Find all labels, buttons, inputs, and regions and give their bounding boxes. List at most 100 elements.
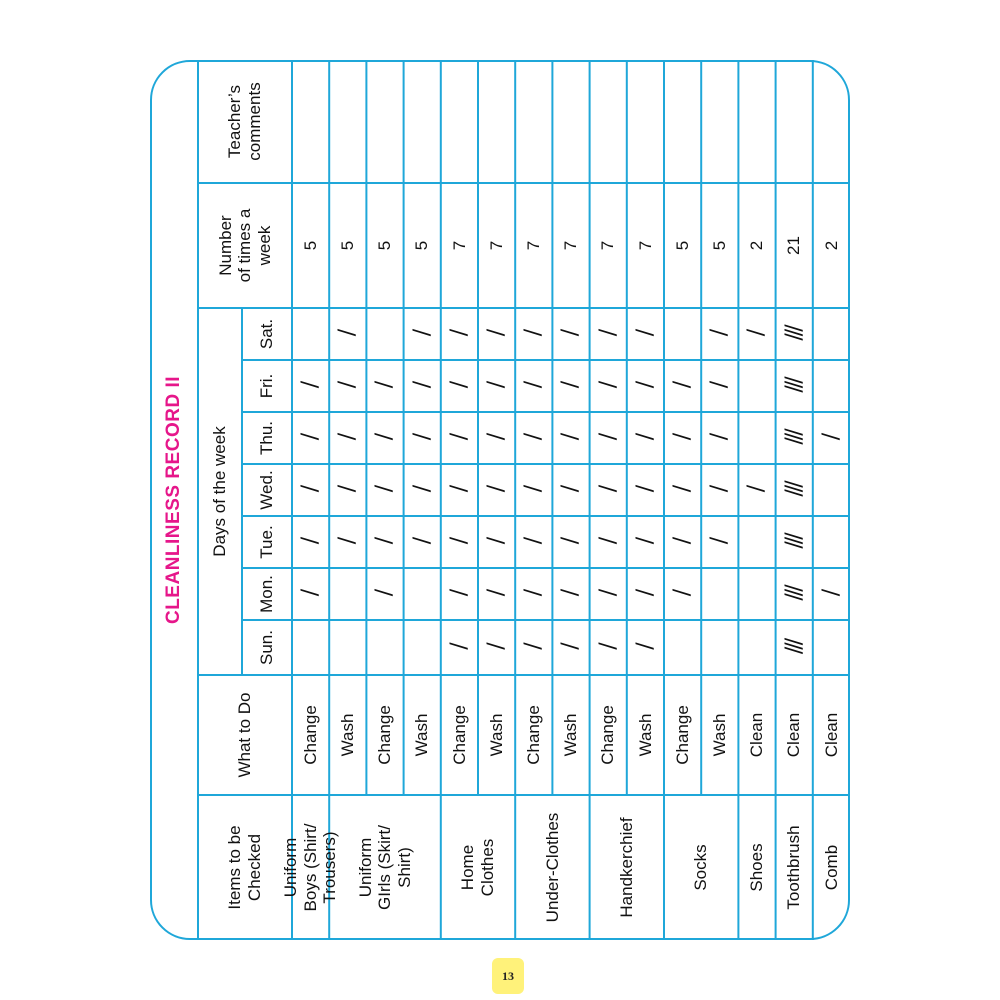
tick-mark: / bbox=[521, 591, 547, 597]
table-grid bbox=[197, 60, 850, 940]
tick-mark: / bbox=[484, 487, 510, 493]
tick-mark: / bbox=[521, 435, 547, 441]
row-times: 5 bbox=[300, 240, 320, 251]
tick-mark: / bbox=[446, 591, 472, 597]
row-times: 5 bbox=[375, 240, 395, 251]
tick-mark: / bbox=[595, 645, 621, 650]
row-action: Wash bbox=[561, 713, 581, 757]
tick-mark: /// bbox=[781, 587, 807, 601]
row-action: Wash bbox=[486, 713, 506, 757]
tick-mark: / bbox=[298, 487, 324, 493]
tick-mark: / bbox=[595, 435, 621, 441]
tick-mark: /// bbox=[781, 483, 807, 497]
tick-mark: / bbox=[372, 591, 398, 597]
header-day: Fri. bbox=[257, 373, 277, 399]
tick-mark: / bbox=[521, 331, 547, 337]
page-number: 13 bbox=[492, 958, 524, 994]
tick-mark: / bbox=[335, 539, 361, 545]
row-times: 21 bbox=[784, 236, 804, 255]
row-action: Change bbox=[300, 705, 320, 765]
header-day: Wed. bbox=[257, 470, 277, 510]
tick-mark: / bbox=[409, 539, 435, 545]
row-action: Change bbox=[375, 705, 395, 765]
row-times: 5 bbox=[672, 240, 692, 251]
row-times: 7 bbox=[561, 240, 581, 251]
tick-mark: / bbox=[335, 331, 361, 337]
tick-mark: / bbox=[595, 591, 621, 597]
tick-mark: / bbox=[409, 331, 435, 337]
tick-mark: / bbox=[372, 539, 398, 545]
tick-mark: / bbox=[335, 487, 361, 493]
tick-mark: / bbox=[595, 539, 621, 545]
item-label: Handkerchief bbox=[617, 817, 637, 918]
header-day: Tue. bbox=[257, 525, 277, 559]
tick-mark: / bbox=[298, 591, 324, 597]
row-times: 5 bbox=[412, 240, 432, 251]
tick-mark: / bbox=[335, 435, 361, 441]
tick-mark: / bbox=[521, 487, 547, 493]
cleanliness-table: CLEANLINESS RECORD II Items to be Checke… bbox=[150, 60, 850, 940]
row-action: Clean bbox=[747, 712, 767, 758]
tick-mark: / bbox=[558, 383, 584, 389]
row-action: Wash bbox=[710, 713, 729, 757]
tick-mark: / bbox=[298, 539, 324, 545]
row-action: Clean bbox=[821, 712, 841, 758]
tick-mark: / bbox=[521, 383, 547, 389]
tick-mark: / bbox=[446, 435, 472, 441]
row-action: Wash bbox=[635, 713, 655, 757]
row-action: Clean bbox=[784, 712, 804, 758]
tick-mark: / bbox=[521, 645, 547, 650]
item-label: Comb bbox=[821, 844, 841, 891]
header-day: Sat. bbox=[257, 318, 277, 350]
tick-mark: / bbox=[558, 331, 584, 337]
tick-mark: / bbox=[446, 331, 472, 337]
item-label: Under-Clothes bbox=[542, 812, 562, 923]
tick-mark: / bbox=[484, 435, 510, 441]
tick-mark: / bbox=[446, 383, 472, 389]
tick-mark: / bbox=[521, 539, 547, 545]
tick-mark: / bbox=[632, 539, 658, 545]
tick-mark: / bbox=[595, 383, 621, 389]
tick-mark: / bbox=[558, 645, 584, 650]
row-action: Change bbox=[524, 705, 543, 765]
tick-mark: / bbox=[632, 383, 658, 389]
row-action: Wash bbox=[338, 713, 357, 757]
tick-mark: / bbox=[446, 487, 472, 493]
row-action: Change bbox=[672, 705, 692, 765]
tick-mark: /// bbox=[781, 379, 807, 393]
row-times: 7 bbox=[449, 240, 469, 251]
tick-mark: / bbox=[484, 331, 510, 337]
item-label: Home Clothes bbox=[458, 838, 497, 897]
tick-mark: / bbox=[632, 331, 658, 337]
tick-mark: / bbox=[484, 383, 510, 389]
header-times-per-week: Number of times a week bbox=[215, 208, 274, 283]
header-what-to-do: What to Do bbox=[235, 692, 255, 778]
row-times: 7 bbox=[524, 240, 543, 251]
item-label: Shoes bbox=[747, 843, 767, 892]
tick-mark: / bbox=[558, 591, 584, 597]
header-day: Thu. bbox=[257, 420, 277, 456]
tick-mark: / bbox=[632, 591, 658, 597]
tick-mark: / bbox=[670, 591, 696, 597]
header-day: Mon. bbox=[257, 575, 277, 613]
row-times: 2 bbox=[821, 240, 841, 251]
row-times: 5 bbox=[710, 240, 729, 251]
tick-mark: / bbox=[595, 331, 621, 337]
tick-mark: / bbox=[707, 435, 733, 441]
tick-mark: / bbox=[744, 487, 770, 493]
tick-mark: / bbox=[670, 383, 696, 389]
tick-mark: / bbox=[632, 487, 658, 493]
tick-mark: / bbox=[409, 487, 435, 493]
tick-mark: / bbox=[335, 383, 361, 389]
row-times: 7 bbox=[486, 240, 506, 251]
tick-mark: / bbox=[298, 383, 324, 389]
tick-mark: / bbox=[446, 645, 472, 650]
row-action: Wash bbox=[412, 713, 432, 757]
tick-mark: / bbox=[670, 487, 696, 493]
row-times: 5 bbox=[338, 240, 357, 251]
tick-mark: / bbox=[409, 435, 435, 441]
tick-mark: / bbox=[670, 435, 696, 441]
tick-mark: / bbox=[558, 435, 584, 441]
tick-mark: / bbox=[409, 383, 435, 389]
header-items: Items to be Checked bbox=[225, 825, 264, 910]
